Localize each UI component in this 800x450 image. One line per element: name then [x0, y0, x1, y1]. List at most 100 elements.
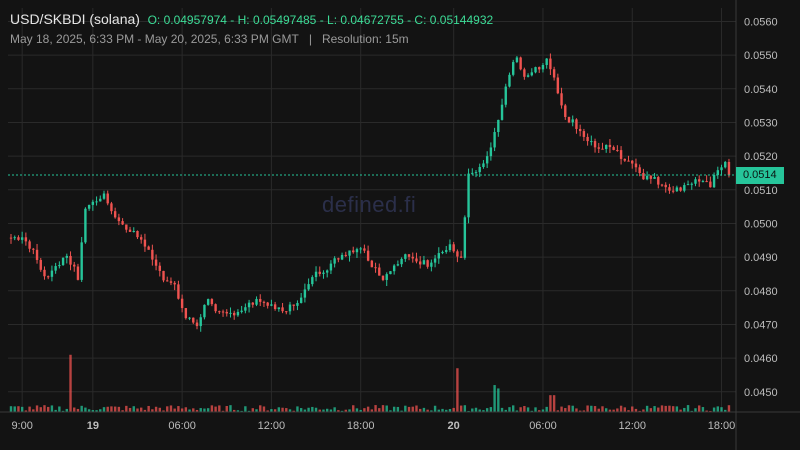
candle [65, 253, 68, 264]
candle-body [303, 289, 307, 298]
candle [299, 292, 303, 304]
candle [452, 241, 455, 253]
candle-body [578, 128, 582, 132]
volume-bar [110, 406, 113, 412]
candle [307, 278, 310, 291]
volume-bar [374, 405, 377, 412]
candle-body [344, 254, 347, 256]
candle [515, 56, 519, 64]
candle-body [560, 93, 563, 106]
candle [378, 263, 381, 276]
candle [32, 247, 35, 255]
volume-bar [452, 407, 455, 412]
candle [277, 307, 281, 312]
candle-body [474, 172, 478, 174]
candle [370, 259, 374, 268]
candle [582, 128, 586, 141]
volume-bar [389, 410, 392, 412]
volume-bar [709, 410, 712, 412]
volume-bar [605, 408, 608, 412]
candle-body [240, 310, 243, 312]
candle-body [299, 297, 303, 303]
candle-body [277, 307, 281, 310]
candle [106, 190, 109, 206]
volume-bar [340, 410, 344, 412]
candle-body [549, 58, 552, 70]
pair-title: USD/SKBDI (solana) [10, 11, 140, 27]
volume-bar [679, 409, 682, 412]
candle-body [288, 304, 292, 312]
candle-body [564, 105, 567, 117]
candle-body [497, 119, 500, 133]
candle [590, 135, 593, 146]
candle [352, 246, 355, 254]
volume-bar [322, 409, 325, 412]
candle [381, 275, 385, 282]
candle [679, 186, 682, 192]
volume-bar [631, 406, 634, 412]
candle [91, 199, 95, 211]
candle-body [515, 57, 519, 63]
candle [392, 264, 396, 275]
candle-body [415, 258, 418, 262]
candle-body [601, 148, 604, 150]
candle [411, 252, 414, 263]
candle-body [87, 204, 91, 209]
candle [147, 245, 150, 250]
candle [504, 83, 507, 108]
candle [314, 266, 318, 282]
candle [694, 177, 697, 187]
candle [218, 310, 221, 314]
candle-body [545, 58, 548, 65]
candle [54, 262, 57, 274]
candle-body [396, 264, 400, 266]
volume-bar [619, 405, 623, 412]
candle [448, 239, 452, 253]
volume-bar [255, 409, 258, 412]
volume-bar [106, 406, 109, 412]
x-tick-label: 06:00 [168, 420, 196, 432]
candle-body [203, 304, 206, 318]
candle-body [43, 269, 46, 277]
candle-body [210, 299, 214, 305]
candle-body [262, 301, 266, 303]
candle [366, 245, 370, 262]
volume-bar [698, 405, 701, 412]
candle [705, 175, 708, 183]
candle [344, 251, 347, 258]
volume-bar [87, 409, 91, 412]
volume-bar [132, 406, 135, 412]
candle-body [657, 177, 660, 185]
candle-body [251, 302, 254, 305]
candle [136, 230, 139, 239]
candle-body [675, 187, 679, 192]
volume-bar [586, 405, 589, 412]
candle-body [698, 179, 701, 182]
candle [329, 260, 333, 275]
candle [400, 257, 403, 268]
candle [668, 183, 671, 194]
candle [73, 261, 76, 272]
candle [675, 185, 679, 192]
volume-bar [538, 410, 541, 412]
volume-bar [214, 406, 217, 412]
volume-bar [296, 406, 299, 412]
volume-bar [378, 408, 381, 412]
candle [701, 179, 705, 183]
candle-body [225, 311, 228, 314]
candle-body [311, 277, 314, 285]
candle-body [184, 308, 188, 319]
candle-body [482, 163, 485, 168]
candle-body [512, 62, 515, 75]
candle-body [229, 312, 232, 314]
volume-bar [474, 407, 478, 412]
candle [102, 190, 106, 200]
volume-bar [463, 405, 467, 412]
candle [84, 207, 87, 244]
candle-body [575, 119, 578, 129]
candle [385, 272, 388, 287]
volume-bar [616, 408, 619, 412]
volume-bar [307, 407, 310, 412]
